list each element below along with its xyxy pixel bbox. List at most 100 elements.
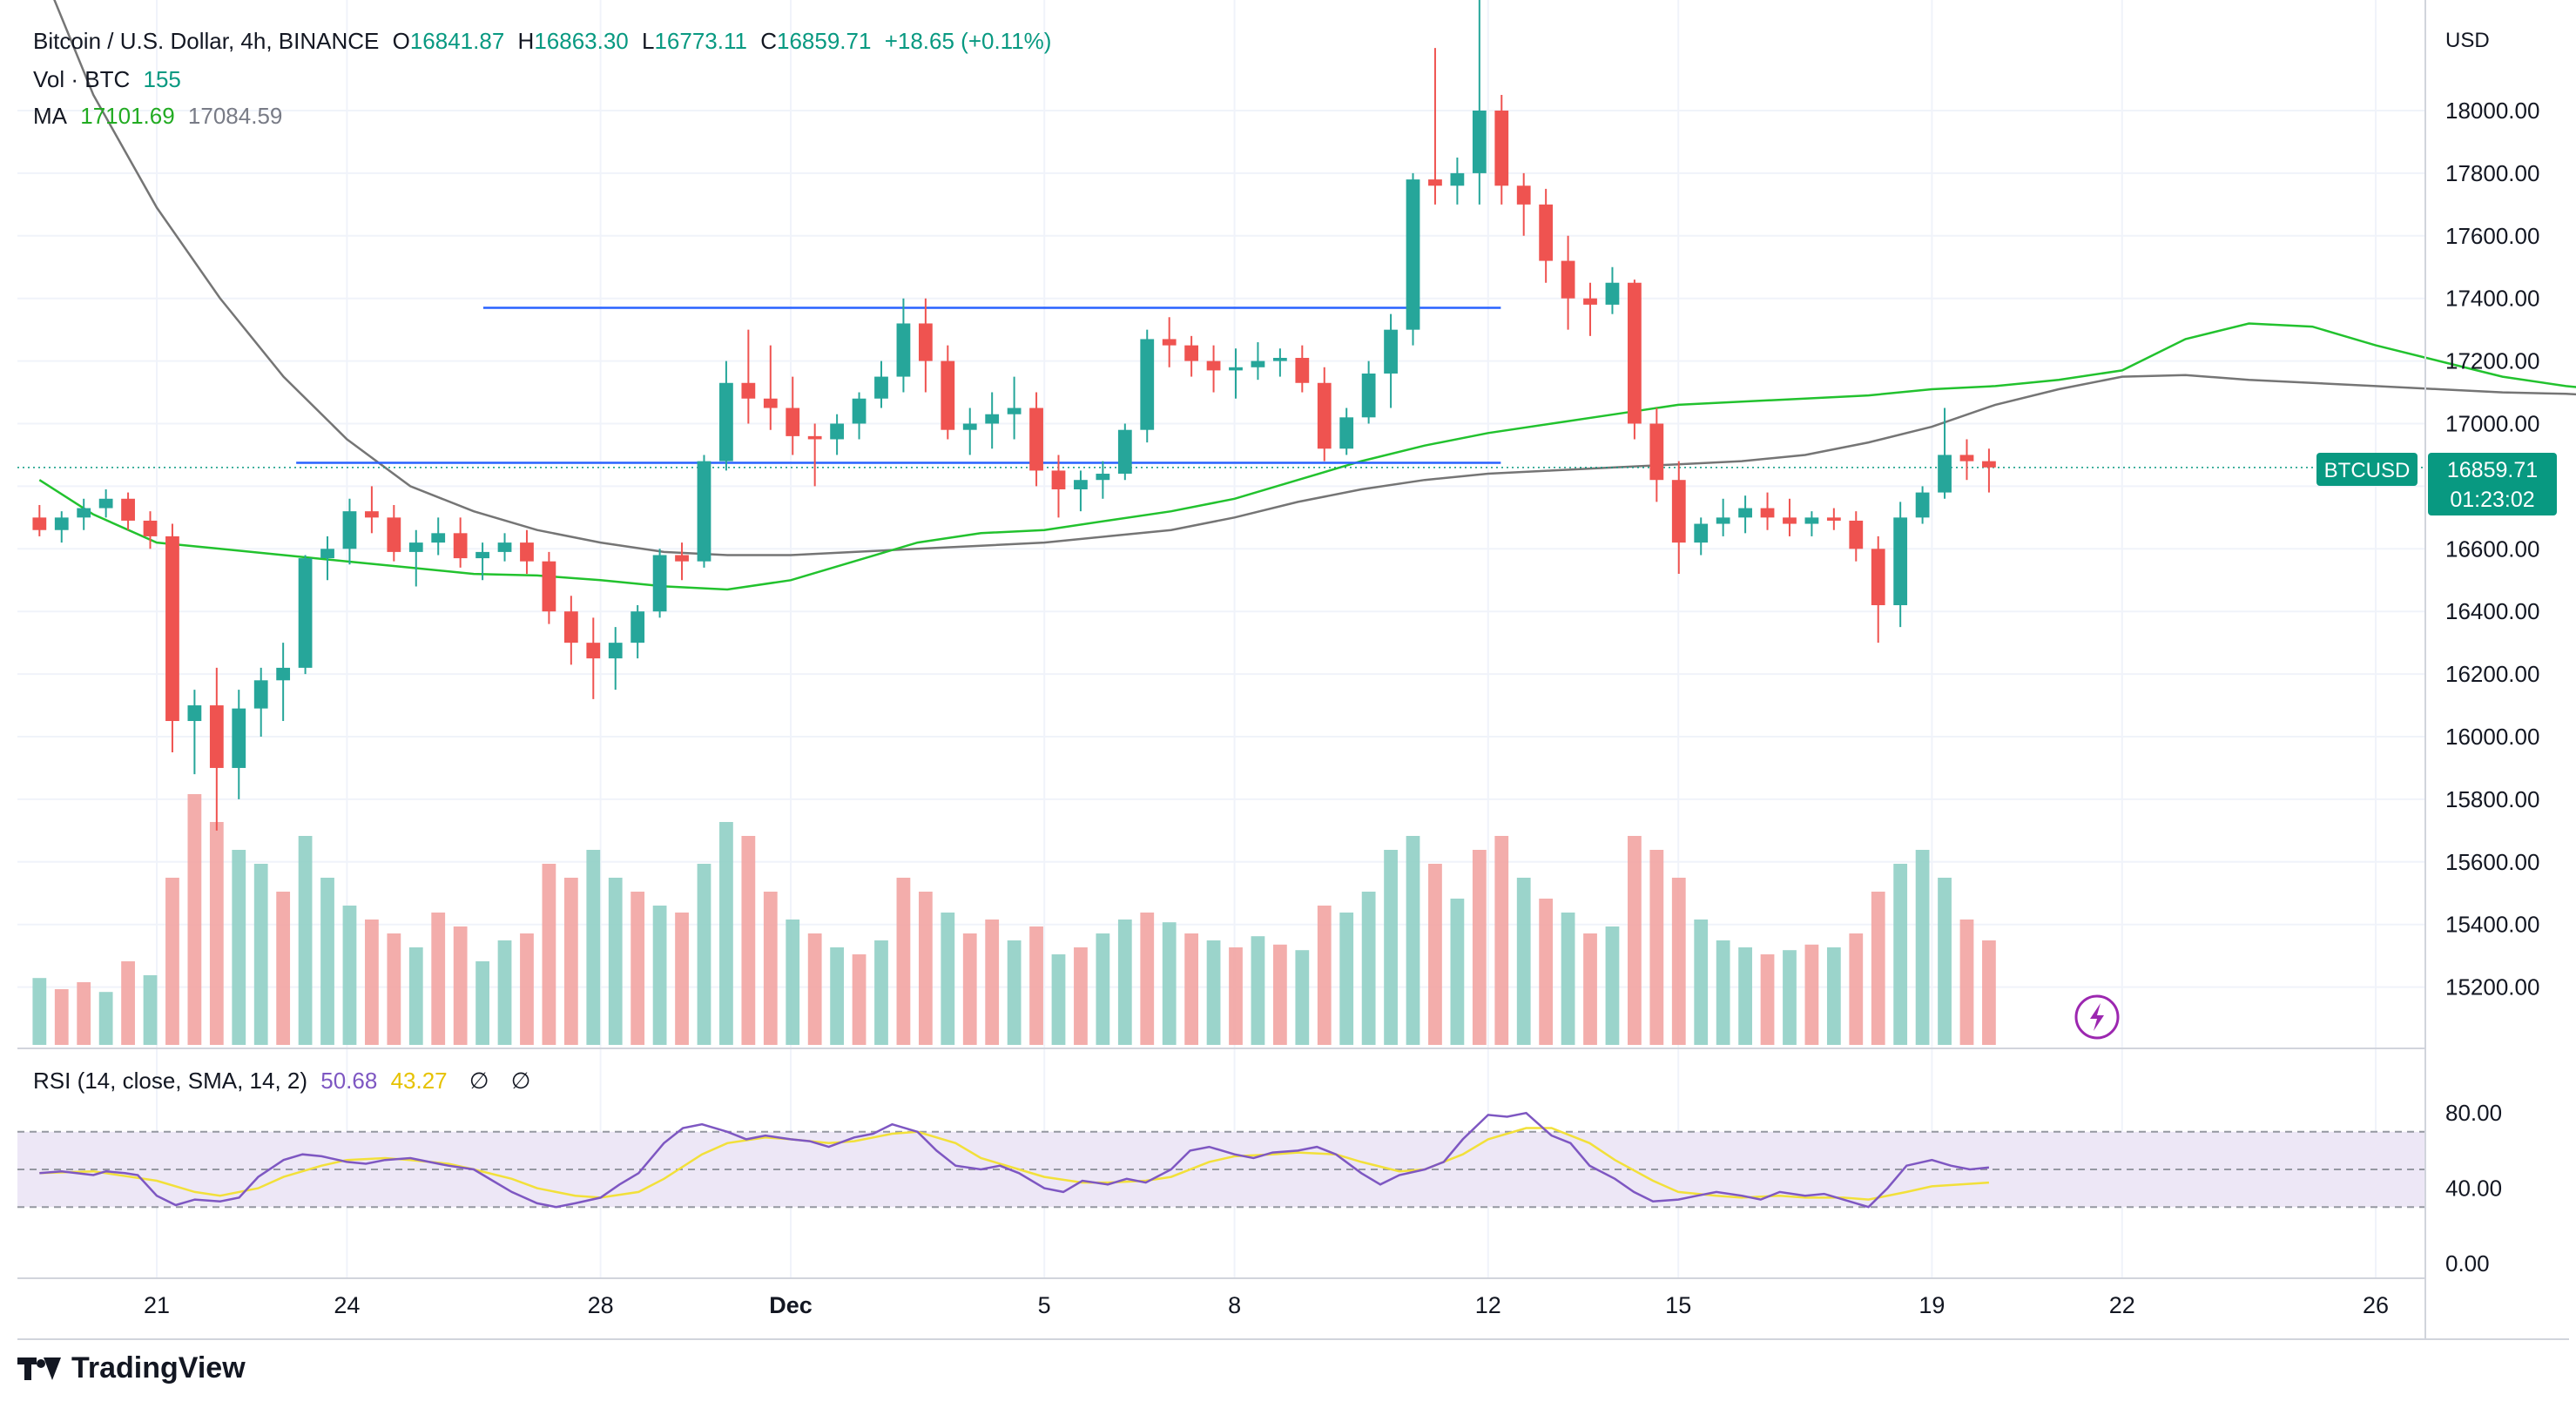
candle-body[interactable] <box>985 414 1000 424</box>
candle-body[interactable] <box>1251 360 1265 367</box>
candlesticks[interactable] <box>32 0 1996 831</box>
candle-body[interactable] <box>1605 282 1620 305</box>
candle-body[interactable] <box>741 382 756 399</box>
candle-body[interactable] <box>1117 429 1132 475</box>
candle-body[interactable] <box>143 520 158 536</box>
candle-body[interactable] <box>77 508 91 518</box>
eye-off-icon[interactable]: ∅ <box>510 1068 531 1094</box>
candle-body[interactable] <box>852 398 867 424</box>
candle-body[interactable] <box>1295 358 1310 383</box>
candle-body[interactable] <box>121 498 135 521</box>
candle-body[interactable] <box>962 423 977 430</box>
eye-off-icon[interactable]: ∅ <box>469 1068 489 1094</box>
candle-body[interactable] <box>165 536 179 722</box>
candle-body[interactable] <box>1051 470 1066 489</box>
candle-body[interactable] <box>896 323 911 377</box>
candle-body[interactable] <box>1982 461 1996 468</box>
candle-body[interactable] <box>1029 408 1043 471</box>
candle-body[interactable] <box>1317 382 1332 449</box>
candle-body[interactable] <box>1760 508 1775 518</box>
candle-body[interactable] <box>1893 517 1908 606</box>
candle-body[interactable] <box>1694 523 1709 543</box>
candle-body[interactable] <box>253 680 268 709</box>
candle-body[interactable] <box>520 542 534 562</box>
candle-body[interactable] <box>542 561 556 612</box>
candle-body[interactable] <box>276 667 291 681</box>
candle-body[interactable] <box>298 558 313 668</box>
candle-body[interactable] <box>232 708 246 768</box>
candle-body[interactable] <box>320 549 334 559</box>
candle-body[interactable] <box>608 643 623 659</box>
candle-body[interactable] <box>475 551 489 559</box>
candle-body[interactable] <box>187 705 202 722</box>
candle-body[interactable] <box>431 533 446 543</box>
candle-body[interactable] <box>1649 423 1664 481</box>
candle-body[interactable] <box>1915 492 1930 518</box>
candle-body[interactable] <box>830 423 844 440</box>
candle-body[interactable] <box>1074 480 1088 489</box>
candle-body[interactable] <box>1140 339 1155 430</box>
candle-body[interactable] <box>1561 260 1575 299</box>
candle-body[interactable] <box>1450 172 1465 186</box>
candle-body[interactable] <box>32 517 47 530</box>
candle-body[interactable] <box>387 517 401 552</box>
candle-body[interactable] <box>1826 517 1841 521</box>
candle-body[interactable] <box>1671 480 1686 543</box>
time-axis[interactable]: 21 24 28 Dec 5 8 12 15 19 22 26 <box>144 1292 2389 1318</box>
candle-body[interactable] <box>1494 111 1509 186</box>
candle-body[interactable] <box>453 533 468 559</box>
candle-body[interactable] <box>1871 549 1885 606</box>
candle-body[interactable] <box>1516 185 1531 205</box>
candle-body[interactable] <box>1361 373 1376 418</box>
candle-body[interactable] <box>54 517 69 530</box>
candle-body[interactable] <box>1007 408 1022 414</box>
price-axis[interactable]: 18000.00 17800.00 17600.00 17400.00 17200.00… <box>2445 98 2539 1000</box>
candle-body[interactable] <box>1384 329 1398 374</box>
candle-body[interactable] <box>563 611 578 643</box>
candle-body[interactable] <box>1229 367 1243 371</box>
candle-body[interactable] <box>763 398 778 408</box>
candle-body[interactable] <box>408 542 423 552</box>
volume-bar <box>586 850 601 1045</box>
candle-body[interactable] <box>586 643 601 659</box>
candle-body[interactable] <box>1738 508 1752 518</box>
candle-body[interactable] <box>1162 339 1177 346</box>
candle-body[interactable] <box>365 511 379 518</box>
candle-body[interactable] <box>342 511 357 549</box>
candle-body[interactable] <box>675 555 689 562</box>
candle-body[interactable] <box>719 382 733 461</box>
candle-body[interactable] <box>1628 282 1642 424</box>
candle-body[interactable] <box>1428 179 1442 186</box>
candle-body[interactable] <box>1539 204 1554 261</box>
candle-body[interactable] <box>497 542 512 552</box>
candle-body[interactable] <box>807 435 822 440</box>
candle-body[interactable] <box>697 461 711 562</box>
candle-body[interactable] <box>874 376 888 399</box>
candle-body[interactable] <box>1472 111 1487 173</box>
candle-body[interactable] <box>652 555 667 612</box>
candle-body[interactable] <box>1716 517 1730 524</box>
candle-body[interactable] <box>209 705 224 768</box>
candle-body[interactable] <box>98 498 113 509</box>
candle-body[interactable] <box>1272 358 1287 361</box>
candle-body[interactable] <box>1406 179 1420 330</box>
candle-body[interactable] <box>1849 520 1864 549</box>
candle-body[interactable] <box>1583 298 1597 305</box>
candle-body[interactable] <box>1938 455 1952 493</box>
candle-body[interactable] <box>1206 360 1221 371</box>
candle-body[interactable] <box>1184 345 1199 361</box>
candle-body[interactable] <box>941 360 955 430</box>
lightning-icon[interactable] <box>2074 994 2120 1040</box>
trendlines[interactable] <box>17 307 2425 468</box>
candle-body[interactable] <box>918 323 933 361</box>
candle-body[interactable] <box>1339 417 1354 449</box>
candle-body[interactable] <box>1096 474 1110 481</box>
candle-body[interactable] <box>786 408 800 436</box>
candle-body[interactable] <box>631 611 645 643</box>
rsi-axis[interactable]: 80.00 40.00 0.00 <box>2445 1100 2502 1277</box>
candle-body[interactable] <box>1959 455 1974 461</box>
candle-body[interactable] <box>1804 517 1819 524</box>
candle-body[interactable] <box>1783 517 1797 524</box>
tradingview-logo[interactable]: TradingView <box>17 1351 246 1385</box>
